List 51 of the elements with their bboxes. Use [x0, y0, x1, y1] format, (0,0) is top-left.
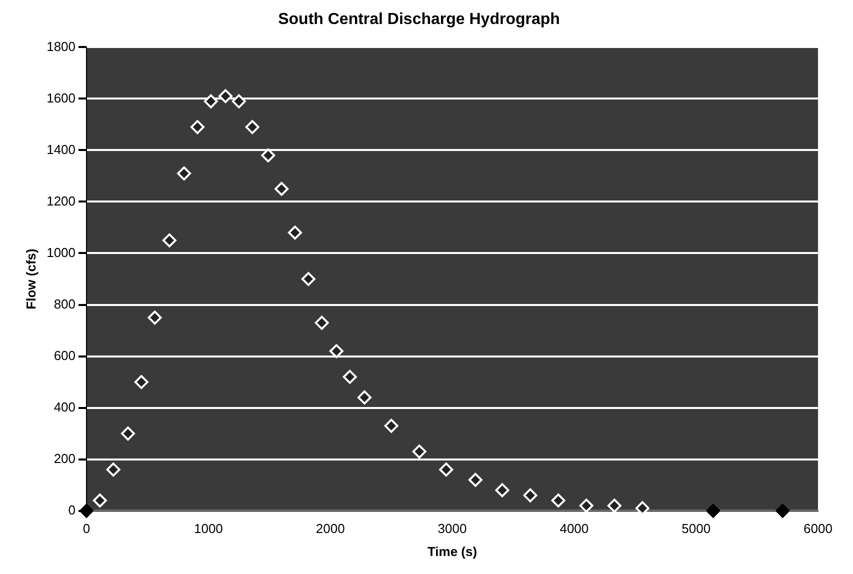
- y-tick-label: 1400: [46, 142, 76, 157]
- point: [288, 226, 302, 240]
- point: [314, 316, 329, 330]
- y-tick-label: 1000: [46, 244, 76, 260]
- x-tick-label: 3000: [438, 521, 467, 536]
- point: [190, 120, 204, 134]
- chart-title: South Central Discharge Hydrograph: [278, 11, 560, 28]
- point: [218, 89, 232, 104]
- x-tick-label: 1000: [194, 521, 223, 536]
- x-tick-label: 0: [82, 521, 90, 536]
- point: [92, 494, 107, 508]
- point: [134, 375, 148, 390]
- y-tick-label: 400: [54, 399, 76, 414]
- y-tick-label: 1800: [46, 38, 76, 54]
- point: [579, 498, 594, 513]
- point: [261, 148, 276, 162]
- point: [148, 310, 162, 325]
- point: [274, 182, 289, 196]
- y-tick-label: 1600: [46, 90, 76, 106]
- point: [232, 94, 246, 108]
- point: [245, 120, 260, 134]
- point: [342, 370, 357, 384]
- y-tick-label: 1200: [46, 193, 76, 208]
- point: [776, 504, 790, 518]
- x-tick-label: 2000: [316, 521, 345, 536]
- y-tick-label: 800: [54, 296, 76, 312]
- point: [106, 462, 120, 477]
- point: [468, 472, 482, 487]
- point: [439, 462, 454, 477]
- x-tick-label: 5000: [682, 521, 711, 536]
- y-tick-label: 200: [54, 450, 76, 466]
- point: [495, 483, 510, 498]
- point: [384, 418, 398, 433]
- point: [177, 166, 192, 180]
- x-tick-label: 4000: [560, 521, 589, 536]
- point: [204, 94, 218, 108]
- point: [607, 498, 622, 513]
- point: [329, 344, 344, 358]
- point: [706, 504, 720, 518]
- x-tick-label: 6000: [804, 521, 832, 536]
- y-tick-label: 0: [68, 502, 76, 518]
- point: [301, 272, 316, 286]
- point: [162, 233, 176, 248]
- point: [357, 390, 372, 404]
- x-axis-title: Time (s): [427, 544, 478, 559]
- y-tick-label: 600: [54, 348, 76, 363]
- point: [120, 426, 135, 441]
- y-axis-title: Flow (cfs): [23, 248, 38, 310]
- point: [523, 488, 538, 502]
- point: [412, 444, 426, 459]
- point: [551, 494, 566, 508]
